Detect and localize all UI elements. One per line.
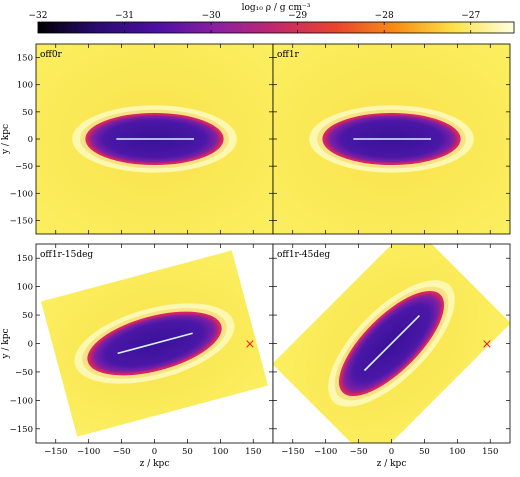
x-tick-label: 150 bbox=[245, 447, 261, 457]
y-tick-label: 0 bbox=[28, 135, 33, 145]
colorbar-strip bbox=[37, 21, 515, 34]
x-tick-label: 150 bbox=[482, 447, 498, 457]
x-tick-label: 100 bbox=[212, 447, 228, 457]
x-tick-label: 0 bbox=[152, 447, 157, 457]
y-tick-label: −50 bbox=[15, 368, 33, 378]
target-marker: × bbox=[482, 337, 493, 352]
y-axis-label: y / kpc bbox=[1, 328, 11, 359]
colorbar-tick-label: −28 bbox=[375, 11, 394, 21]
x-tick-label: −50 bbox=[113, 447, 131, 457]
x-tick-label: 50 bbox=[182, 447, 193, 457]
y-tick-label: 50 bbox=[22, 311, 33, 321]
jet bbox=[363, 315, 420, 372]
x-tick-label: −150 bbox=[44, 447, 67, 457]
y-tick-label: −100 bbox=[10, 396, 33, 406]
panel-off0r: off0r −150 −100 −50 0 50 100 150 y / kpc bbox=[1, 43, 274, 235]
colorbar-ticks: −32 −31 −30 −29 −28 −27 bbox=[29, 11, 480, 33]
y-tick-label: 150 bbox=[17, 54, 33, 64]
panel-off1r: off1r bbox=[272, 43, 511, 235]
y-tick-label: −150 bbox=[10, 425, 33, 435]
panel-off1r-45deg: × off1r-45deg −150 −100 −50 0 50 100 150 z / kpc bbox=[272, 243, 511, 469]
jet bbox=[117, 332, 193, 355]
y-tick-label: −50 bbox=[15, 162, 33, 172]
panel-label: off0r bbox=[40, 50, 63, 60]
panel-label: off1r bbox=[277, 50, 300, 60]
y-tick-label: 50 bbox=[22, 108, 33, 118]
x-tick-label: 0 bbox=[389, 447, 394, 457]
panel-grid: off0r −150 −100 −50 0 50 100 150 y / kpc off1r × of… bbox=[1, 43, 511, 469]
x-tick-label: −150 bbox=[281, 447, 304, 457]
y-tick-label: 100 bbox=[17, 283, 33, 293]
y-tick-label: −150 bbox=[10, 216, 33, 226]
colorbar: log₁₀ ρ / g cm⁻³ −32 −31 −30 −29 −28 −27 bbox=[29, 3, 515, 34]
x-axis-label: z / kpc bbox=[140, 459, 170, 469]
y-tick-label: 0 bbox=[28, 340, 33, 350]
panel-off1r-15deg: × off1r-15deg −150 −100 −50 0 50 100 150 −150 −100… bbox=[1, 243, 274, 469]
x-tick-label: 100 bbox=[449, 447, 465, 457]
y-axis-label: y / kpc bbox=[1, 124, 11, 155]
y-tick-label: −100 bbox=[10, 189, 33, 199]
panel-label: off1r-45deg bbox=[277, 250, 330, 260]
x-tick-label: −100 bbox=[314, 447, 337, 457]
y-tick-label: 150 bbox=[17, 254, 33, 264]
colorbar-tick-label: −29 bbox=[288, 11, 307, 21]
y-tick-label: 100 bbox=[17, 81, 33, 91]
colorbar-tick-label: −27 bbox=[461, 11, 480, 21]
colorbar-tick-label: −31 bbox=[115, 11, 134, 21]
target-marker: × bbox=[245, 337, 256, 352]
colorbar-label: log₁₀ ρ / g cm⁻³ bbox=[242, 3, 311, 13]
colorbar-tick-label: −32 bbox=[29, 11, 48, 21]
x-tick-label: 50 bbox=[419, 447, 430, 457]
panel-label: off1r-15deg bbox=[40, 250, 93, 260]
x-tick-label: −50 bbox=[350, 447, 368, 457]
x-tick-label: −100 bbox=[77, 447, 100, 457]
colorbar-tick-label: −30 bbox=[202, 11, 221, 21]
x-axis-label: z / kpc bbox=[377, 459, 407, 469]
